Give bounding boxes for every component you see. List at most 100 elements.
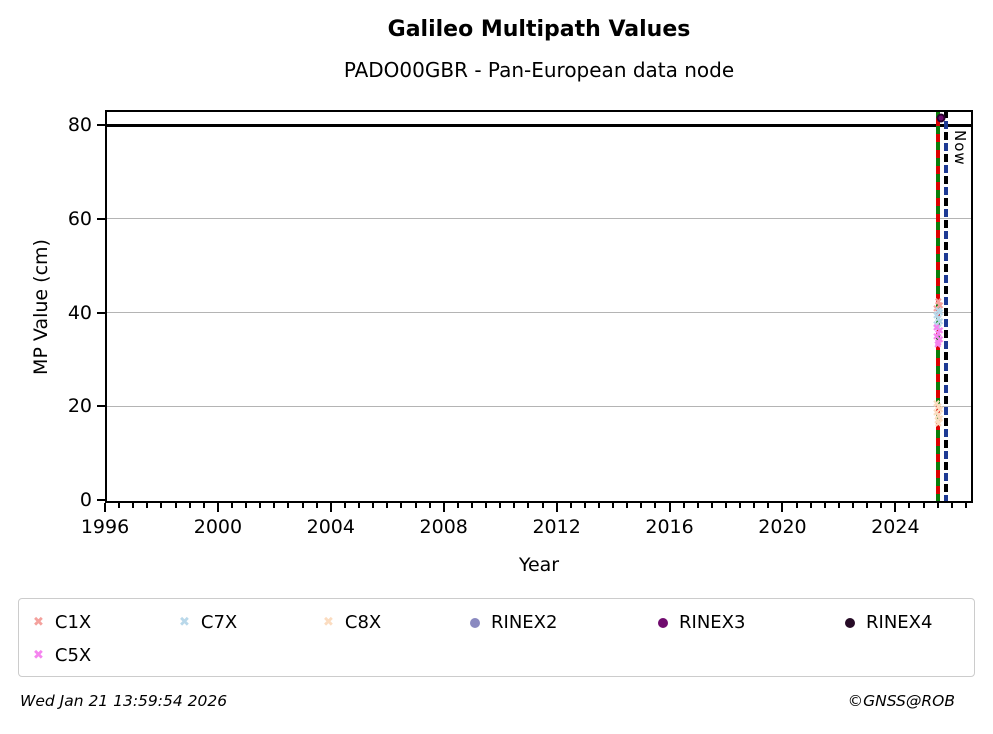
data-point-c1x: ✖ bbox=[935, 300, 945, 312]
legend-item-rinex2: RINEX2 bbox=[456, 606, 644, 639]
x-axis-minor-tick bbox=[287, 503, 290, 508]
x-axis-minor-tick bbox=[753, 503, 756, 508]
x-axis-minor-tick bbox=[583, 503, 586, 508]
x-axis-minor-tick bbox=[612, 503, 615, 508]
legend-label: C7X bbox=[200, 612, 238, 633]
data-point-c5x: ✖ bbox=[934, 337, 943, 349]
x-axis-minor-tick bbox=[485, 503, 488, 508]
x-axis-minor-tick bbox=[710, 503, 713, 508]
x-tick-label: 2012 bbox=[532, 516, 581, 538]
y-axis-tick bbox=[97, 124, 105, 126]
data-point-c5x: ✖ bbox=[932, 323, 941, 335]
data-point-c8x: ✖ bbox=[935, 405, 945, 417]
y-axis-title: MP Value (cm) bbox=[30, 239, 52, 375]
x-axis-minor-tick bbox=[823, 503, 826, 508]
x-axis-minor-tick bbox=[428, 503, 431, 508]
x-axis-minor-tick bbox=[626, 503, 629, 508]
x-tick-label: 2008 bbox=[419, 516, 468, 538]
y-tick-label: 60 bbox=[67, 207, 92, 230]
legend-item-rinex3: RINEX3 bbox=[644, 606, 831, 639]
x-axis-minor-tick bbox=[386, 503, 389, 508]
legend-x-marker-icon: ✖ bbox=[323, 615, 334, 630]
x-axis-minor-tick bbox=[696, 503, 699, 508]
y-axis-tick bbox=[97, 499, 105, 502]
data-point-rinex3 bbox=[936, 113, 946, 123]
x-axis-minor-tick bbox=[837, 503, 840, 508]
copyright-credit: ©GNSS@ROB bbox=[847, 692, 955, 710]
legend-label: RINEX2 bbox=[491, 612, 558, 633]
data-point-c5x: ✖ bbox=[934, 329, 943, 341]
x-axis-minor-tick bbox=[908, 503, 911, 508]
x-axis-minor-tick bbox=[499, 503, 502, 508]
x-axis-minor-tick bbox=[682, 503, 685, 508]
data-point-c8x: ✖ bbox=[932, 407, 941, 419]
x-axis-minor-tick bbox=[950, 503, 953, 508]
legend-circle-marker-icon bbox=[470, 617, 480, 628]
plot-border bbox=[105, 110, 973, 503]
x-axis-minor-tick bbox=[400, 503, 403, 508]
x-axis-minor-tick bbox=[640, 503, 643, 508]
x-axis-minor-tick bbox=[315, 503, 318, 508]
x-axis-minor-tick bbox=[456, 503, 459, 508]
x-axis-minor-tick bbox=[358, 503, 361, 508]
x-axis-minor-tick bbox=[132, 503, 135, 508]
legend-item-c7x: ✖ C7X bbox=[165, 606, 309, 639]
y-tick-label: 0 bbox=[79, 489, 92, 512]
x-axis-minor-tick bbox=[936, 503, 939, 508]
legend-label: RINEX4 bbox=[866, 612, 933, 633]
y-gridline bbox=[105, 312, 973, 314]
legend-circle-marker-icon bbox=[845, 617, 855, 628]
x-tick-label: 2024 bbox=[871, 516, 920, 538]
x-axis-minor-tick bbox=[767, 503, 770, 508]
now-line bbox=[944, 110, 949, 503]
cutoff-line bbox=[105, 123, 973, 127]
x-axis-minor-tick bbox=[273, 503, 276, 508]
data-point-c7x: ✖ bbox=[935, 316, 945, 328]
x-axis-minor-tick bbox=[160, 503, 163, 508]
y-gridline bbox=[105, 405, 973, 407]
data-point-c8x: ✖ bbox=[933, 416, 942, 428]
x-axis-minor-tick bbox=[739, 503, 742, 508]
y-tick-label: 40 bbox=[67, 301, 92, 324]
x-tick-label: 2000 bbox=[193, 516, 243, 538]
x-axis-minor-tick bbox=[922, 503, 925, 508]
data-point-c5x: ✖ bbox=[935, 334, 945, 346]
x-axis-minor-tick bbox=[245, 503, 248, 508]
data-point-c7x: ✖ bbox=[934, 305, 943, 317]
data-point-c1x: ✖ bbox=[934, 297, 943, 309]
y-tick-label: 80 bbox=[67, 114, 92, 136]
y-tick-label: 20 bbox=[67, 395, 92, 418]
x-axis-minor-tick bbox=[880, 503, 883, 508]
x-axis-minor-tick bbox=[569, 503, 572, 508]
x-tick-label: 1996 bbox=[80, 516, 130, 538]
x-axis-major-tick bbox=[894, 503, 897, 512]
data-point-c5x: ✖ bbox=[932, 331, 941, 343]
x-axis-major-tick bbox=[329, 503, 332, 512]
y-axis-tick bbox=[97, 217, 105, 220]
x-axis-minor-tick bbox=[146, 503, 149, 508]
x-axis-minor-tick bbox=[301, 503, 304, 508]
data-point-c7x: ✖ bbox=[935, 308, 945, 320]
legend-item-c1x: ✖ C1X bbox=[19, 606, 165, 639]
x-axis-minor-tick bbox=[795, 503, 798, 508]
x-axis-minor-tick bbox=[852, 503, 855, 508]
y-gridline bbox=[105, 218, 973, 220]
x-axis-major-tick bbox=[442, 503, 445, 512]
legend-item-c5x: ✖ C5X bbox=[19, 639, 165, 672]
legend-x-marker-icon: ✖ bbox=[33, 615, 44, 630]
x-axis-minor-tick bbox=[343, 503, 346, 508]
x-axis-minor-tick bbox=[188, 503, 191, 508]
x-axis-minor-tick bbox=[513, 503, 516, 508]
x-axis-minor-tick bbox=[202, 503, 205, 508]
x-axis-major-tick bbox=[104, 503, 106, 512]
plot-timestamp: Wed Jan 21 13:59:54 2026 bbox=[20, 692, 228, 710]
data-point-c5x: ✖ bbox=[935, 326, 945, 338]
legend-label: RINEX3 bbox=[679, 612, 746, 633]
legend-item-rinex4: RINEX4 bbox=[831, 606, 974, 639]
chart-title: Galileo Multipath Values bbox=[387, 17, 691, 42]
x-axis-minor-tick bbox=[259, 503, 262, 508]
x-axis-title: Year bbox=[518, 554, 560, 576]
data-point-c5x: ✖ bbox=[933, 340, 942, 352]
data-point-c8x: ✖ bbox=[935, 413, 945, 425]
